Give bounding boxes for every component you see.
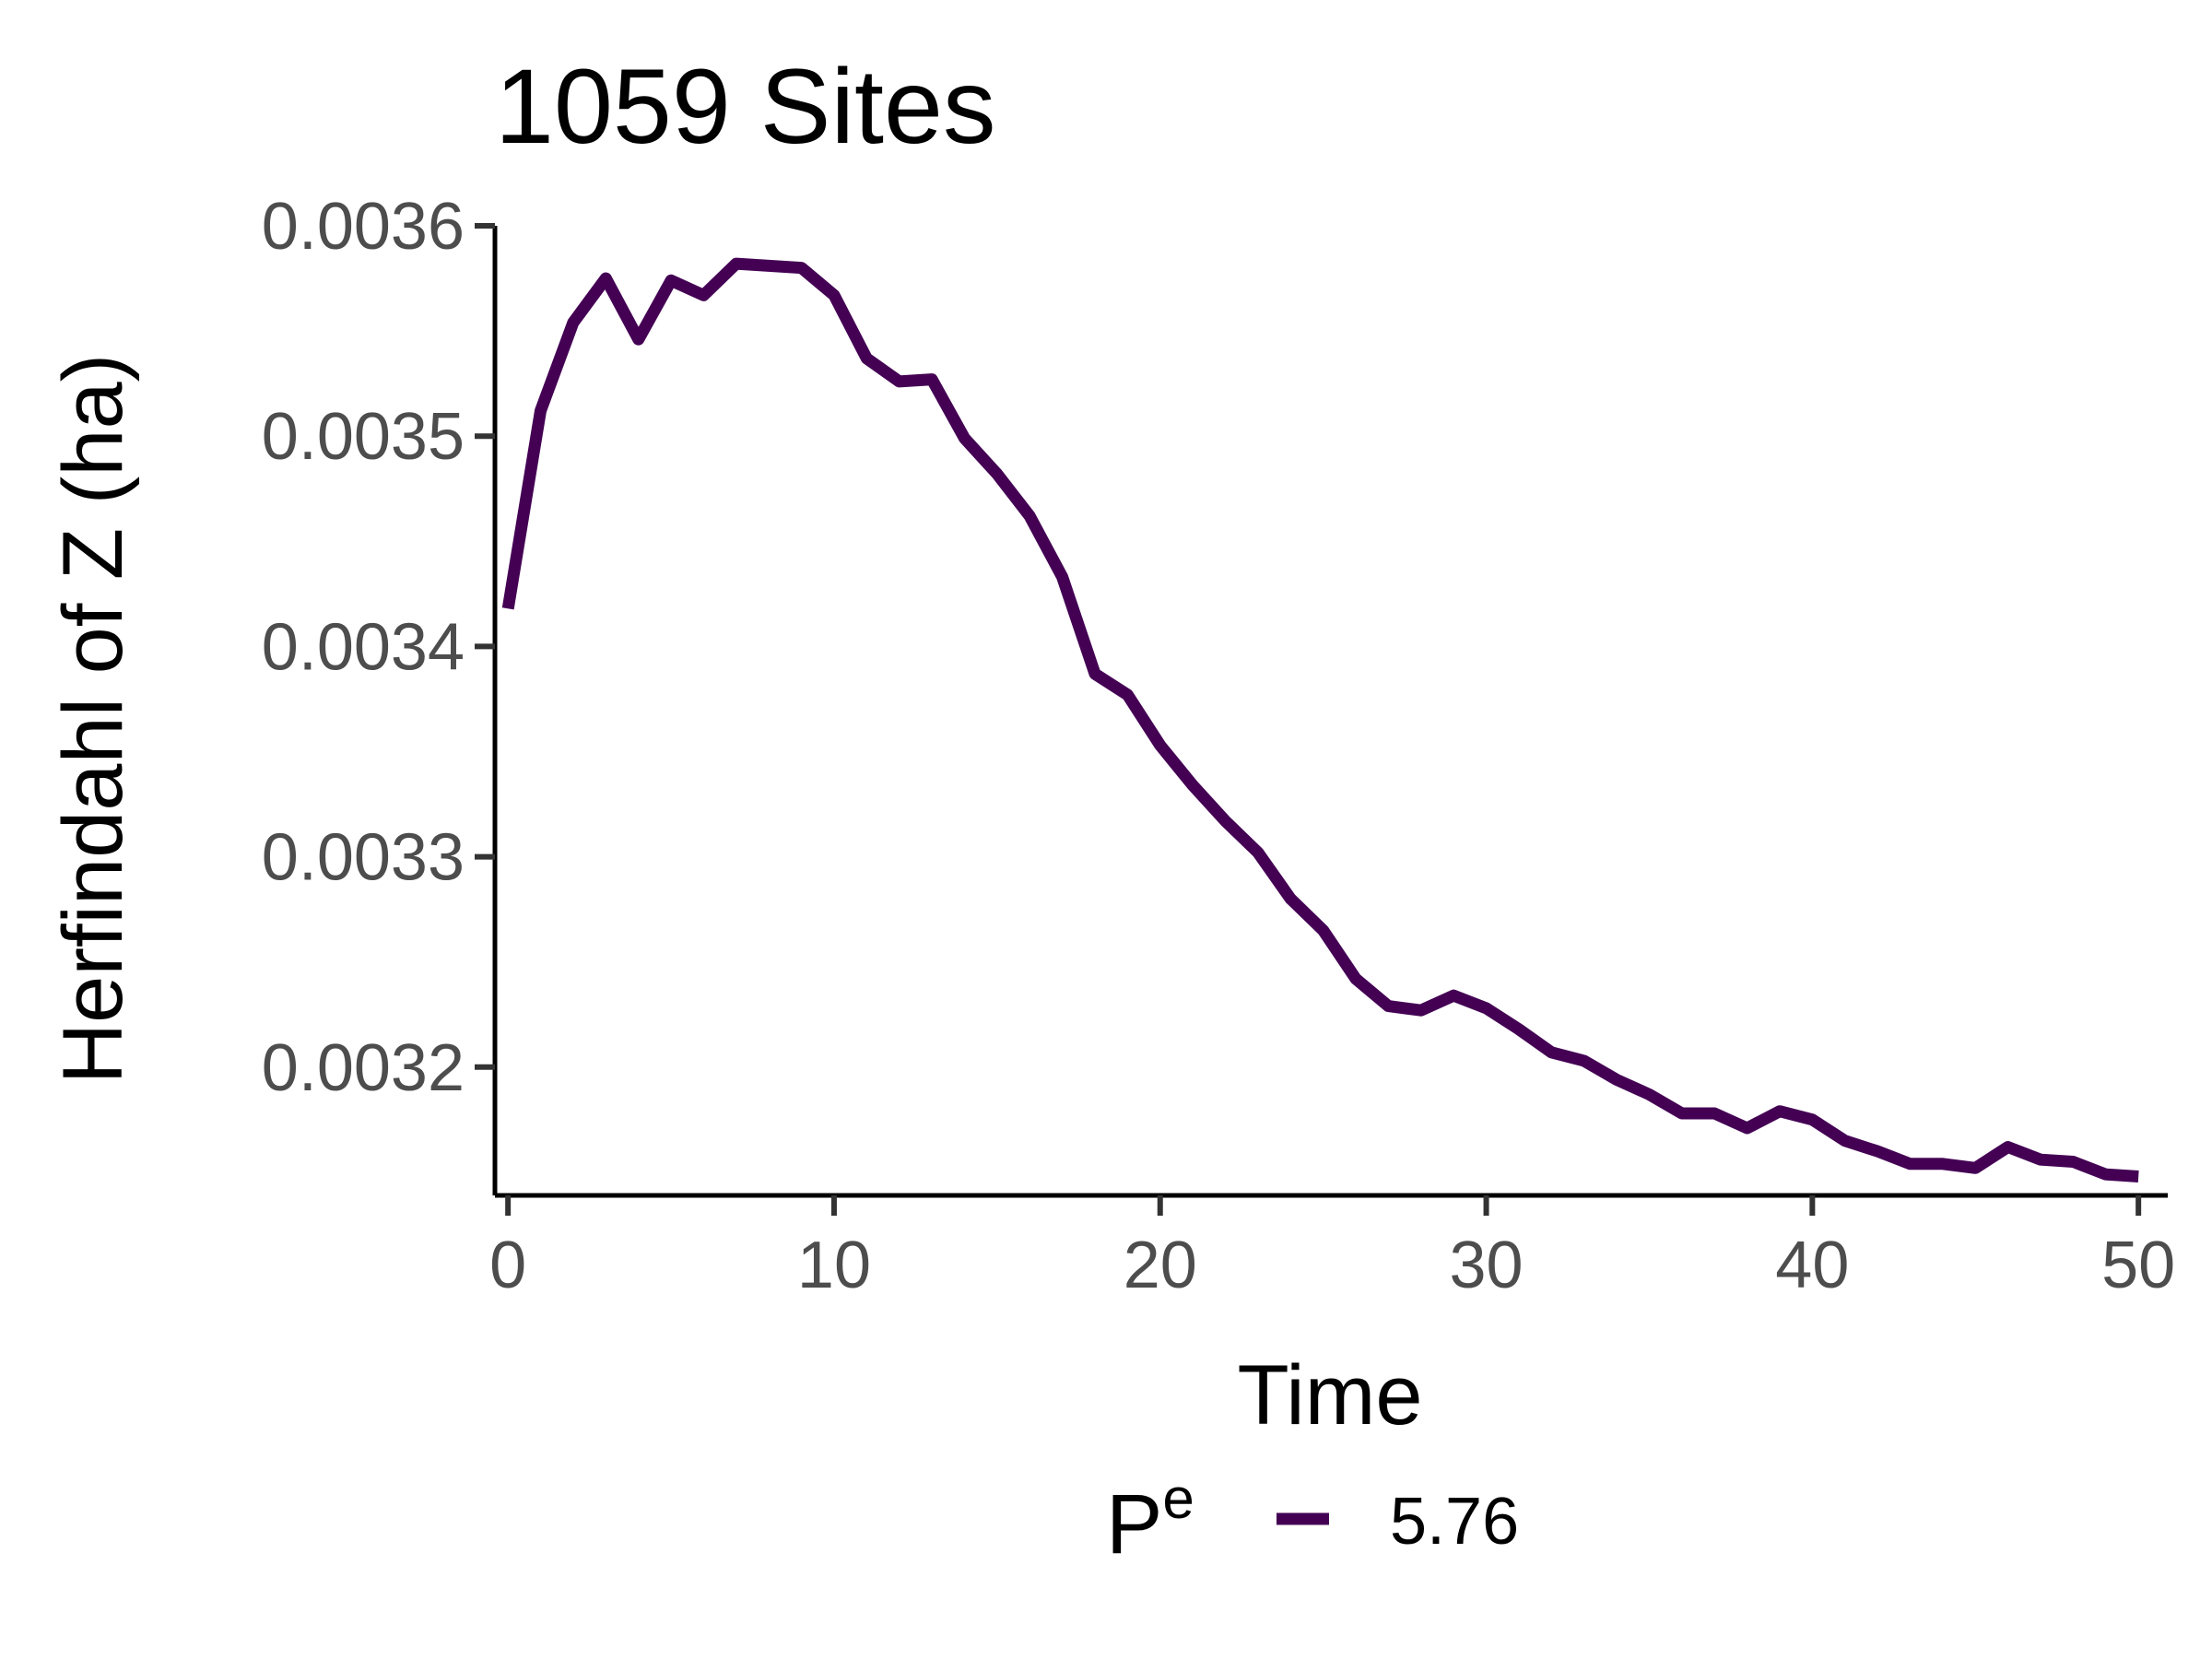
x-tick-label: 50 xyxy=(2101,1229,2175,1302)
chart-title: 1059 Sites xyxy=(495,48,995,166)
x-tick-label: 30 xyxy=(1450,1229,1524,1302)
y-tick-label: 0.0035 xyxy=(262,400,465,474)
x-tick-label: 20 xyxy=(1124,1229,1197,1302)
legend-title: Pe xyxy=(1106,1467,1194,1571)
y-tick-label: 0.0034 xyxy=(262,610,465,684)
x-tick-label: 0 xyxy=(489,1229,526,1302)
y-tick-label: 0.0036 xyxy=(262,190,465,264)
x-tick-label: 40 xyxy=(1775,1229,1849,1302)
legend-label: 5.76 xyxy=(1390,1485,1519,1559)
x-tick-label: 10 xyxy=(797,1229,871,1302)
series-layer xyxy=(501,257,2139,1182)
y-tick-label: 0.0033 xyxy=(262,821,465,895)
series-line xyxy=(501,257,2139,1182)
legend: Pe 5.76 xyxy=(1106,1467,1519,1571)
x-axis: 0 10 20 30 40 50 xyxy=(489,1193,2175,1302)
y-tick-label: 0.0032 xyxy=(262,1031,465,1105)
x-axis-title: Time xyxy=(1237,1348,1422,1442)
y-axis-title: Herfindahl of Z (ha) xyxy=(46,354,140,1085)
y-axis: 0.0032 0.0033 0.0034 0.0035 0.0036 xyxy=(262,190,498,1195)
